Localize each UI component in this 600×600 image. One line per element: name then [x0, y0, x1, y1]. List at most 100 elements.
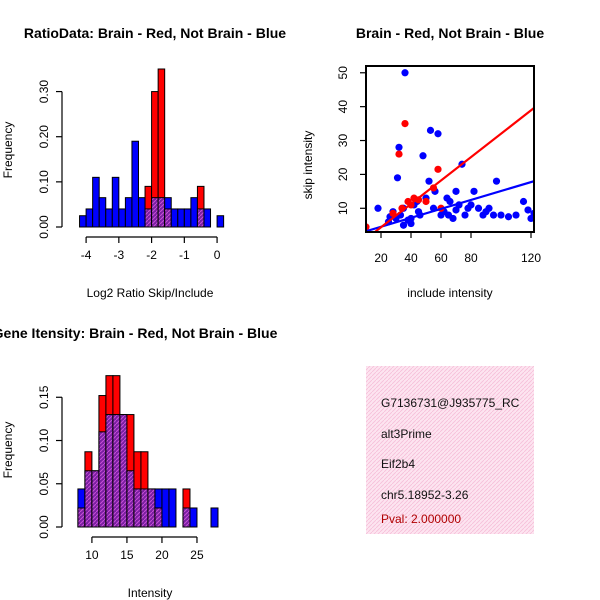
ratio-overlap-bar [157, 197, 166, 228]
intensity-y-tick-label: 0.10 [37, 429, 51, 453]
info-id: G7136731@J935775_RC [381, 396, 520, 410]
ratio-histogram-axes: -4 -3 -2 -1 0 0.00 0.10 0.20 0.30 [37, 80, 221, 262]
not-brain-fit-line [366, 180, 534, 232]
not-brain-point [527, 214, 534, 223]
not-brain-point [374, 204, 382, 212]
not-brain-point [470, 187, 478, 195]
not-brain-point [426, 126, 435, 134]
intensity-blue-bar [161, 488, 170, 528]
not-brain-point [446, 197, 454, 206]
ratio-blue-bar [85, 208, 94, 228]
not-brain-point [504, 213, 513, 221]
not-brain-point [444, 211, 453, 219]
ratio-blue-bar [118, 208, 126, 228]
ratio-x-tick-label: -4 [81, 248, 92, 262]
ratio-x-tick-label: -1 [179, 248, 190, 262]
info-panel-background [366, 366, 534, 534]
intensity-blue-bar [189, 507, 198, 528]
not-brain-point [401, 69, 409, 77]
not-brain-point [489, 211, 498, 219]
intensity-x-tick-label: 20 [155, 548, 169, 562]
intensity-blue-bar [210, 507, 219, 528]
ratio-blue-bar [131, 140, 139, 228]
not-brain-point [419, 152, 427, 160]
not-brain-point [434, 130, 442, 138]
intensity-overlap-bar [182, 507, 191, 528]
intensity-histogram-bars [77, 375, 219, 528]
intensity-blue-bar [168, 488, 177, 528]
info-location: chr5.18952-3.26 [381, 488, 469, 502]
ratio-overlap-bar [164, 208, 172, 228]
ratio-overlap-bar [151, 197, 159, 228]
ratio-overlap-bar [196, 208, 205, 228]
intensity-y-tick-label: 0.05 [37, 472, 51, 496]
scatter-axes: 20 40 60 80 120 10 20 30 40 50 [336, 65, 541, 265]
ratio-histogram: RatioData: Brain - Red, Not Brain - Blue… [1, 25, 286, 300]
intensity-histogram-xlabel: Intensity [128, 586, 173, 600]
scatter-y-tick-label: 50 [336, 66, 350, 80]
ratio-blue-bar [92, 176, 100, 228]
brain-fit-line [373, 107, 534, 232]
ratio-blue-bar [124, 197, 133, 228]
ratio-y-tick-label: 0.00 [37, 215, 51, 239]
ratio-overlap-bar [144, 208, 153, 228]
intensity-overlap-bar [112, 414, 121, 528]
scatter-plot: Brain - Red, Not Brain - Blue include in… [301, 25, 544, 300]
not-brain-point [461, 211, 469, 219]
ratio-histogram-title: RatioData: Brain - Red, Not Brain - Blue [24, 25, 286, 41]
info-type: alt3Prime [381, 427, 432, 441]
ratio-blue-bar [190, 197, 198, 228]
intensity-overlap-bar [147, 488, 156, 528]
not-brain-point [482, 208, 490, 216]
intensity-histogram-axes: 10 15 20 25 0.00 0.05 0.10 0.15 [37, 385, 204, 562]
ratio-x-tick-label: -2 [146, 248, 157, 262]
intensity-y-tick-label: 0.00 [37, 515, 51, 539]
ratio-blue-bar [177, 208, 185, 228]
intensity-x-tick-label: 25 [190, 548, 204, 562]
ratio-histogram-bars [79, 68, 225, 228]
ratio-blue-bar [137, 197, 146, 228]
intensity-y-tick-label: 0.15 [37, 385, 51, 409]
intensity-histogram-title: Gene Itensity: Brain - Red, Not Brain - … [0, 325, 278, 341]
ratio-blue-bar [105, 208, 113, 228]
scatter-x-tick-label: 80 [464, 251, 478, 265]
ratio-histogram-xlabel: Log2 Ratio Skip/Include [87, 286, 214, 300]
scatter-y-tick-label: 40 [336, 100, 350, 114]
ratio-x-tick-label: 0 [214, 248, 221, 262]
intensity-overlap-bar [133, 488, 142, 528]
not-brain-point [407, 219, 415, 228]
intensity-overlap-bar [119, 414, 128, 528]
ratio-blue-bar [203, 208, 212, 228]
intensity-x-tick-label: 10 [85, 548, 99, 562]
not-brain-point [393, 174, 402, 182]
intensity-overlap-bar [154, 507, 163, 528]
intensity-overlap-bar [91, 470, 100, 528]
not-brain-point [512, 211, 520, 219]
scatter-x-tick-label: 120 [521, 251, 541, 265]
scatter-frame [365, 65, 535, 233]
scatter-y-tick-label: 30 [336, 134, 350, 148]
info-panel: G7136731@J935775_RC alt3Prime Eif2b4 chr… [366, 366, 534, 534]
scatter-xlabel: include intensity [407, 286, 492, 300]
not-brain-point [467, 201, 475, 209]
scatter-x-tick-label: 40 [404, 251, 418, 265]
ratio-histogram-ylabel: Frequency [1, 122, 15, 179]
info-pval: Pval: 2.000000 [381, 512, 461, 526]
ratio-blue-bar [183, 208, 192, 228]
brain-point [401, 119, 409, 128]
not-brain-point [497, 211, 505, 219]
ratio-y-tick-label: 0.20 [37, 125, 51, 149]
ratio-blue-bar [79, 215, 87, 228]
ratio-x-tick-label: -3 [114, 248, 125, 262]
ratio-y-tick-label: 0.10 [37, 170, 51, 194]
not-brain-point [519, 197, 528, 206]
intensity-overlap-bar [77, 507, 86, 528]
not-brain-point [452, 187, 460, 195]
scatter-y-tick-label: 10 [336, 201, 350, 215]
brain-point [395, 150, 403, 158]
scatter-title: Brain - Red, Not Brain - Blue [356, 25, 544, 41]
scatter-y-tick-label: 20 [336, 167, 350, 181]
not-brain-point [474, 204, 483, 212]
